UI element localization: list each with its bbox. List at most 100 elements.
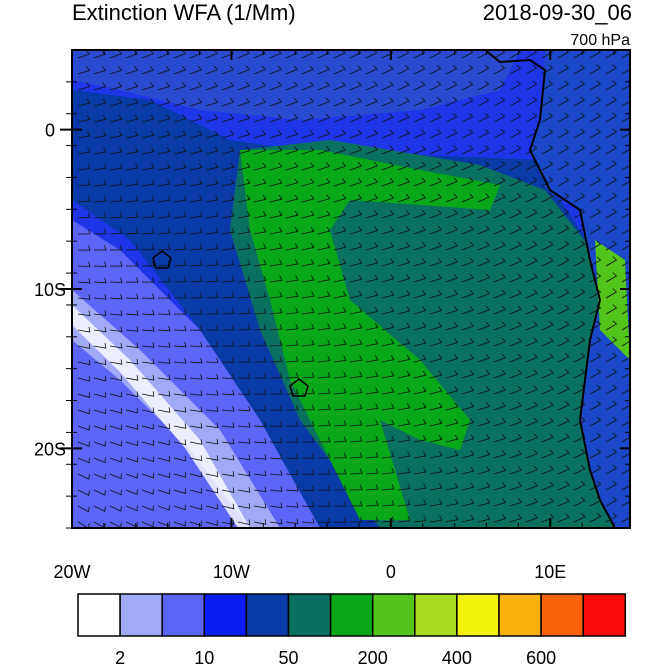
wind-barb: [221, 324, 235, 331]
wind-barb: [525, 96, 538, 107]
wind-barb: [270, 389, 283, 395]
wind-barb: [493, 225, 506, 235]
wind-barb: [349, 290, 363, 299]
wind-barb: [173, 390, 187, 397]
wind-barb: [573, 80, 586, 91]
wind-barb: [205, 520, 218, 526]
wind-barb: [429, 451, 443, 459]
wind-barb: [365, 65, 378, 75]
wind-barb: [125, 473, 138, 479]
wind-barb: [349, 210, 363, 219]
wind-barb: [461, 64, 474, 75]
wind-barb: [397, 97, 410, 107]
wind-barb: [397, 516, 411, 523]
wind-barb: [237, 259, 251, 267]
wind-barb: [253, 81, 266, 91]
wind-barb: [541, 433, 554, 443]
wind-barb: [397, 64, 410, 75]
wind-barb: [589, 160, 602, 171]
wind-barb: [157, 228, 171, 235]
wind-barb: [93, 310, 107, 316]
wind-barb: [141, 472, 154, 479]
wind-barb: [557, 208, 570, 219]
wind-barb: [157, 358, 171, 364]
wind-barb: [269, 453, 283, 460]
wind-barb: [541, 128, 554, 139]
wind-barb: [381, 242, 395, 251]
wind-barb: [333, 501, 347, 507]
wind-barb: [365, 97, 378, 107]
wind-barb: [125, 196, 139, 203]
wind-barb: [173, 146, 187, 155]
wind-barb: [205, 357, 219, 364]
wind-barb: [205, 260, 219, 267]
wind-barb: [221, 292, 235, 299]
wind-barb: [349, 339, 363, 347]
wind-barb: [381, 193, 394, 203]
wind-barb: [285, 405, 299, 411]
wind-barb: [109, 196, 123, 203]
wind-barb: [413, 322, 427, 331]
wind-barb: [333, 161, 347, 171]
wind-barb: [157, 195, 171, 203]
wind-barb: [221, 114, 235, 123]
wind-barb: [333, 339, 347, 347]
wind-barb: [477, 369, 491, 379]
wind-barb: [557, 224, 570, 235]
wind-barb: [237, 97, 250, 107]
wind-barb: [365, 81, 378, 91]
wind-barb: [109, 457, 122, 463]
wind-barb: [301, 275, 315, 283]
wind-barb: [429, 80, 442, 91]
wind-barb: [141, 277, 155, 283]
x-tick-label: 10W: [213, 562, 250, 582]
wind-barb: [413, 81, 426, 91]
wind-barb: [125, 114, 139, 123]
wind-barb: [365, 355, 379, 363]
wind-barb: [397, 370, 411, 379]
wind-barb: [189, 244, 203, 251]
wind-barb: [541, 337, 554, 347]
wind-barb: [125, 310, 139, 316]
wind-barb: [525, 321, 538, 331]
wind-barb: [461, 466, 475, 475]
wind-barb: [397, 225, 411, 235]
wind-barb: [525, 192, 538, 203]
wind-barb: [525, 369, 538, 379]
wind-barb: [397, 258, 411, 267]
wind-barb: [429, 467, 443, 475]
wind-barb: [557, 160, 570, 171]
wind-barb: [157, 488, 170, 495]
wind-barb: [445, 289, 459, 299]
wind-barb: [109, 277, 123, 283]
wind-barb: [269, 437, 283, 444]
wind-barb: [189, 504, 202, 510]
wind-barb: [317, 210, 331, 219]
wind-barb: [301, 469, 315, 475]
wind-barb: [381, 274, 395, 283]
wind-barb: [253, 421, 267, 428]
wind-barb: [605, 192, 618, 203]
wind-barb: [525, 497, 538, 507]
colorbar-box: [498, 593, 542, 637]
wind-barb: [269, 97, 282, 107]
x-tick-label: 20W: [53, 562, 90, 582]
wind-barb: [349, 307, 363, 315]
wind-barb: [605, 512, 618, 523]
wind-barb: [413, 290, 427, 299]
wind-barb: [285, 65, 298, 75]
wind-barb: [157, 260, 171, 267]
wind-barb: [301, 113, 314, 123]
wind-barb: [349, 420, 363, 427]
wind-barb: [253, 389, 267, 395]
wind-barb: [109, 98, 123, 107]
wind-barb: [541, 208, 554, 219]
wind-barb: [509, 176, 522, 187]
wind-barb: [349, 194, 363, 203]
wind-barb: [605, 400, 618, 411]
wind-barb: [109, 147, 123, 155]
wind-barb: [141, 114, 155, 123]
wind-barb: [589, 352, 602, 363]
wind-barb: [477, 418, 491, 427]
wind-barb: [429, 193, 442, 203]
